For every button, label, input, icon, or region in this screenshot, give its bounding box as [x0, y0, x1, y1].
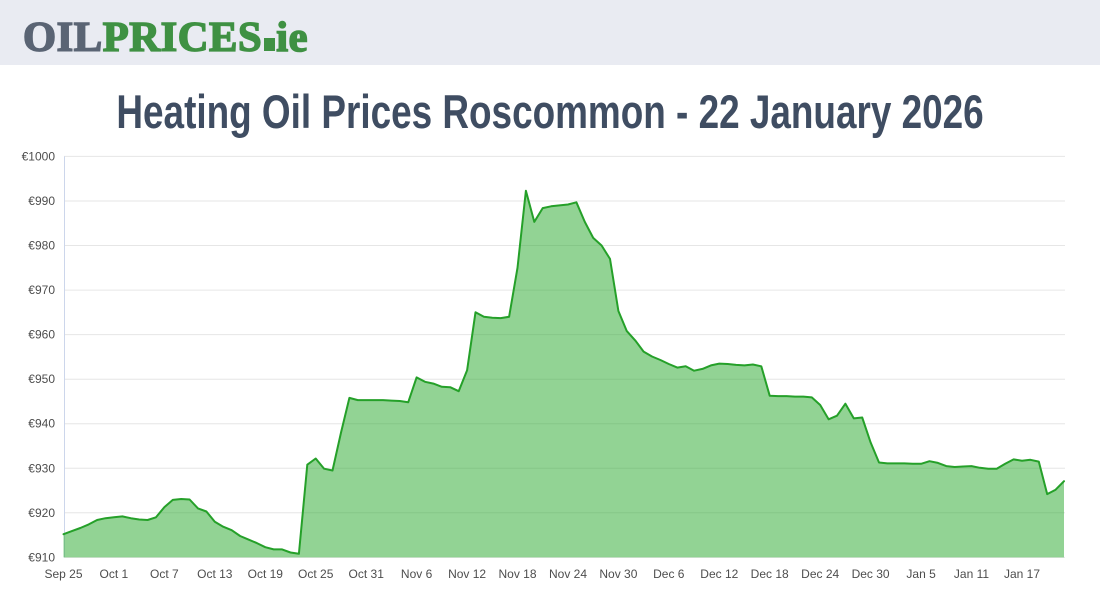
svg-text:€990: €990 [28, 194, 55, 208]
svg-text:Nov 18: Nov 18 [498, 567, 536, 581]
svg-text:€950: €950 [28, 372, 55, 386]
svg-text:€1000: €1000 [22, 149, 56, 163]
svg-text:Jan 5: Jan 5 [906, 567, 936, 581]
svg-text:€920: €920 [28, 506, 55, 520]
svg-text:Nov 30: Nov 30 [599, 567, 637, 581]
svg-text:Heating Oil Prices Roscommon -: Heating Oil Prices Roscommon - 22 Januar… [116, 86, 983, 140]
svg-text:Oct 25: Oct 25 [298, 567, 334, 581]
svg-text:Nov 12: Nov 12 [448, 567, 486, 581]
svg-text:€970: €970 [28, 283, 55, 297]
svg-text:Jan 17: Jan 17 [1004, 567, 1040, 581]
svg-text:Oct 19: Oct 19 [248, 567, 284, 581]
svg-text:Dec 18: Dec 18 [751, 567, 789, 581]
svg-text:€980: €980 [28, 239, 55, 253]
svg-text:Dec 12: Dec 12 [700, 567, 738, 581]
svg-text:€940: €940 [28, 417, 55, 431]
svg-text:€910: €910 [28, 550, 55, 564]
svg-text:Dec 6: Dec 6 [653, 567, 685, 581]
svg-text:Oct 1: Oct 1 [100, 567, 129, 581]
svg-text:€930: €930 [28, 461, 55, 475]
svg-text:Dec 30: Dec 30 [852, 567, 890, 581]
svg-text:Oct 31: Oct 31 [349, 567, 385, 581]
svg-text:Oct 7: Oct 7 [150, 567, 179, 581]
svg-text:€960: €960 [28, 328, 55, 342]
svg-text:Sep 25: Sep 25 [44, 567, 82, 581]
svg-text:Jan 11: Jan 11 [954, 567, 989, 581]
svg-text:Oct 13: Oct 13 [197, 567, 233, 581]
svg-text:Dec 24: Dec 24 [801, 567, 839, 581]
svg-text:Nov 6: Nov 6 [401, 567, 433, 581]
svg-text:Nov 24: Nov 24 [549, 567, 587, 581]
